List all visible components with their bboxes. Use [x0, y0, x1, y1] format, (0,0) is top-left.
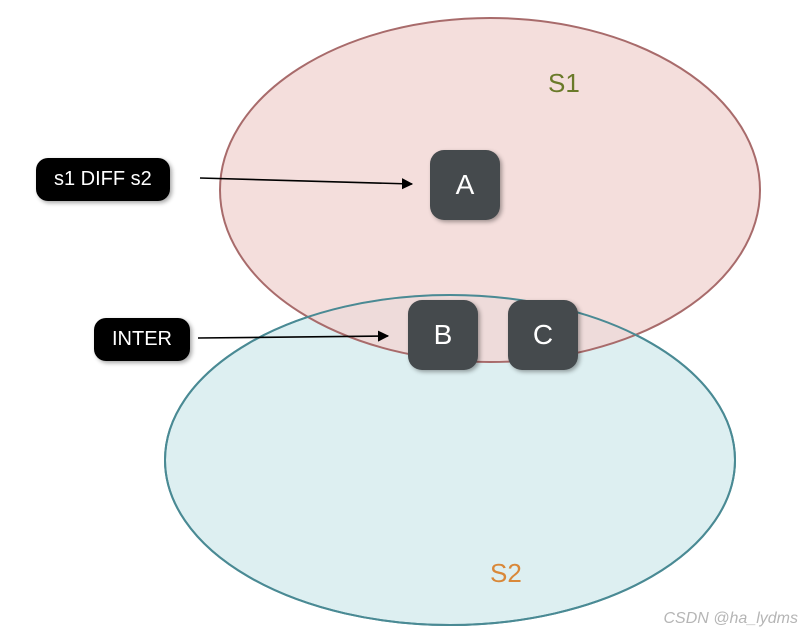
set-s1-label: S1 [548, 68, 580, 99]
node-b: B [408, 300, 478, 370]
set-s2-label: S2 [490, 558, 522, 589]
diff-callout: s1 DIFF s2 [36, 158, 170, 201]
node-c: C [508, 300, 578, 370]
diagram-svg [0, 0, 806, 632]
inter-callout: INTER [94, 318, 190, 361]
node-a: A [430, 150, 500, 220]
